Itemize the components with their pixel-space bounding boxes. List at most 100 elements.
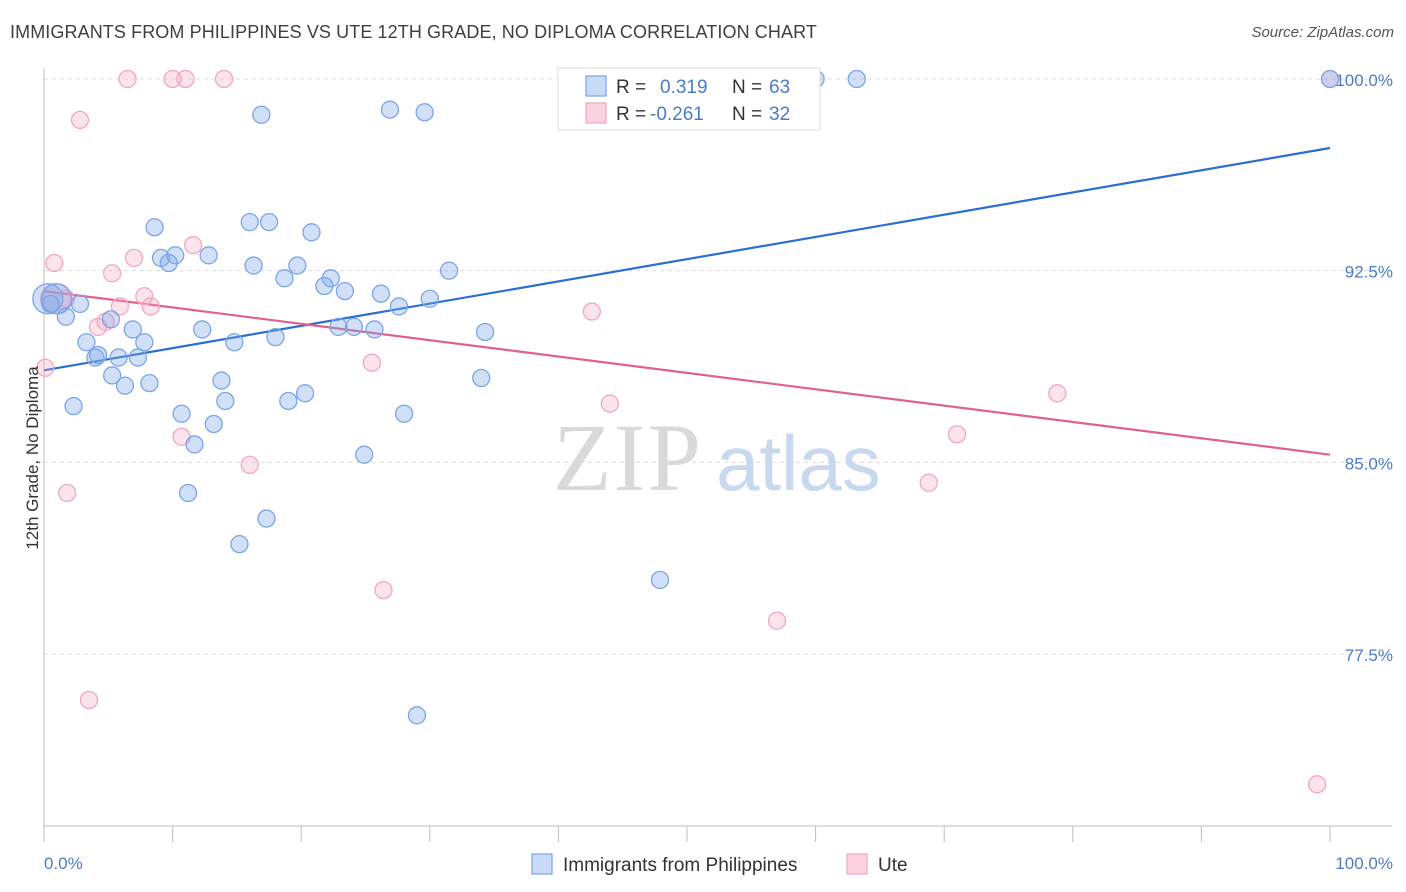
- trend-lines: [43, 146, 1331, 456]
- point-philippines: [56, 307, 76, 326]
- legend-n-value-2: 32: [769, 104, 790, 125]
- point-philippines: [259, 212, 279, 232]
- y-tick-label: 92.5%: [1345, 263, 1393, 282]
- point-philippines: [225, 333, 244, 352]
- point-ute: [163, 69, 182, 89]
- point-philippines: [244, 256, 263, 275]
- point-ute: [374, 580, 393, 600]
- watermark: ZIP atlas: [553, 404, 881, 511]
- point-philippines: [365, 320, 384, 339]
- point-ute: [118, 69, 137, 89]
- point-philippines: [266, 327, 285, 347]
- point-ute: [582, 302, 601, 321]
- point-ute: [135, 287, 154, 306]
- watermark-zip: ZIP: [553, 404, 703, 511]
- point-philippines: [1320, 69, 1340, 89]
- point-ute: [103, 264, 122, 283]
- point-philippines: [420, 289, 439, 308]
- point-philippines: [166, 246, 185, 265]
- legend-r-label-2: R =: [616, 104, 646, 125]
- bottom-legend-swatch-ute: [846, 853, 868, 875]
- point-philippines: [230, 534, 249, 554]
- y-tick-label: 77.5%: [1345, 646, 1393, 665]
- point-philippines: [109, 348, 128, 367]
- legend-r-value-1: 0.319: [660, 77, 708, 98]
- point-ute: [79, 690, 99, 710]
- point-philippines: [475, 322, 495, 342]
- point-ute: [240, 455, 259, 475]
- point-ute: [1048, 384, 1067, 403]
- point-ute: [362, 353, 382, 372]
- y-axis-label: 12th Grade, No Diploma: [23, 366, 42, 550]
- point-philippines: [295, 384, 315, 403]
- point-philippines: [407, 706, 427, 725]
- series-legend: Immigrants from Philippines Ute: [531, 853, 908, 876]
- bottom-legend-label-philippines: Immigrants from Philippines: [563, 855, 797, 876]
- trend-line-philippines: [43, 146, 1331, 372]
- point-philippines: [70, 294, 90, 314]
- point-philippines: [472, 368, 491, 388]
- point-ute: [70, 110, 90, 130]
- point-ute: [57, 483, 77, 503]
- point-philippines: [371, 284, 391, 303]
- data-points: [32, 69, 1340, 794]
- point-ute: [767, 611, 787, 630]
- point-philippines: [275, 269, 294, 288]
- point-philippines: [257, 509, 276, 528]
- point-philippines: [204, 414, 223, 434]
- legend-swatch-ute: [585, 102, 607, 124]
- point-philippines: [439, 261, 459, 280]
- point-philippines: [335, 281, 355, 301]
- point-ute: [124, 248, 144, 268]
- point-philippines: [321, 269, 340, 288]
- trend-line-ute: [43, 290, 1331, 456]
- x-tick-label: 100.0%: [1335, 854, 1393, 873]
- chart-title: IMMIGRANTS FROM PHILIPPINES VS UTE 12TH …: [10, 22, 817, 42]
- point-ute: [184, 235, 203, 255]
- point-philippines: [101, 310, 121, 329]
- point-philippines: [32, 283, 64, 315]
- point-ute: [176, 69, 195, 89]
- legend-n-value-1: 63: [769, 77, 790, 98]
- bottom-legend-label-ute: Ute: [878, 855, 908, 876]
- point-philippines: [77, 333, 96, 352]
- point-philippines: [123, 320, 142, 339]
- point-ute: [36, 358, 55, 377]
- point-ute: [1307, 775, 1327, 794]
- point-philippines: [847, 69, 866, 89]
- grid-lines: 77.5% 85.0% 92.5% 100.0%: [44, 71, 1393, 665]
- point-philippines: [288, 256, 307, 275]
- axes: 0.0% 100.0%: [43, 68, 1393, 873]
- point-philippines: [64, 396, 83, 416]
- point-ute: [919, 473, 938, 492]
- y-tick-label: 100.0%: [1335, 71, 1393, 90]
- point-philippines: [135, 333, 154, 352]
- point-philippines: [650, 570, 670, 590]
- x-tick-label: 0.0%: [44, 854, 83, 873]
- point-philippines: [415, 103, 434, 122]
- point-philippines: [394, 404, 414, 423]
- y-tick-label: 85.0%: [1345, 454, 1393, 473]
- point-philippines: [193, 320, 212, 339]
- point-philippines: [302, 223, 321, 242]
- point-philippines: [252, 105, 271, 124]
- legend-r-label-1: R =: [616, 77, 646, 98]
- point-philippines: [178, 483, 198, 503]
- point-philippines: [389, 297, 409, 316]
- point-philippines: [355, 445, 374, 464]
- point-philippines: [216, 391, 235, 411]
- watermark-atlas: atlas: [716, 419, 881, 507]
- legend-r-value-2: -0.261: [650, 104, 704, 125]
- point-philippines: [212, 371, 231, 390]
- point-ute: [141, 297, 160, 316]
- point-philippines: [240, 212, 259, 232]
- point-philippines: [103, 366, 122, 385]
- point-philippines: [172, 404, 191, 423]
- point-philippines: [380, 100, 400, 119]
- legend-n-label-1: N =: [732, 77, 762, 98]
- point-philippines: [88, 345, 108, 365]
- legend-swatch-philippines: [585, 75, 607, 97]
- point-ute: [110, 297, 130, 316]
- point-ute: [214, 69, 234, 89]
